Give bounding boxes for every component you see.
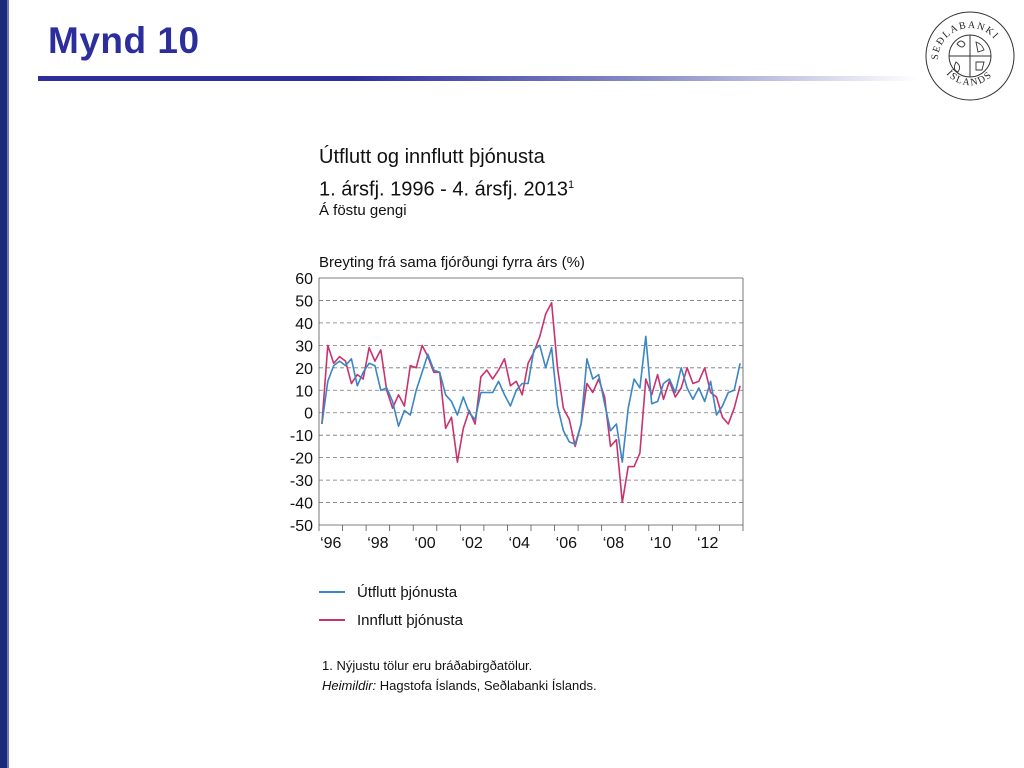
x-tick-label: ‘00 (414, 535, 435, 552)
y-tick-label: -20 (290, 451, 313, 468)
y-tick-label: 10 (295, 383, 313, 400)
chart-period: 1. ársfj. 1996 - 4. ársfj. 2013 (319, 178, 569, 201)
x-tick-label: ‘06 (556, 535, 577, 552)
legend-item-imports: Innflutt þjónusta (319, 606, 463, 634)
y-tick-label: 30 (295, 338, 313, 355)
source-text: Hagstofa Íslands, Seðlabanki Íslands. (376, 678, 597, 693)
legend-label-imports: Innflutt þjónusta (357, 611, 463, 629)
title-underline (38, 76, 918, 81)
legend-swatch-imports (319, 619, 345, 621)
y-tick-label: -40 (290, 496, 313, 513)
slide-title: Mynd 10 (48, 20, 200, 61)
x-tick-label: ‘04 (509, 535, 530, 552)
chart-title: Útflutt og innflutt þjónusta 1. ársfj. 1… (319, 143, 574, 204)
x-tick-label: ‘10 (650, 535, 671, 552)
x-tick-label: ‘02 (461, 535, 482, 552)
footnote: 1. Nýjustu tölur eru bráðabirgðatölur. H… (322, 656, 597, 696)
left-edge-stripe (0, 0, 7, 768)
legend-item-exports: Útflutt þjónusta (319, 578, 463, 606)
chart-title-footnote-mark: 1 (568, 179, 575, 191)
footnote-note: 1. Nýjustu tölur eru bráðabirgðatölur. (322, 658, 533, 673)
y-tick-label: -30 (290, 473, 313, 490)
chart-title-line1: Útflutt og innflutt þjónusta (319, 146, 545, 168)
left-edge-stripe-inner (7, 0, 9, 768)
y-tick-label: -50 (290, 518, 313, 535)
x-tick-label: ‘12 (697, 535, 718, 552)
y-tick-label: 0 (304, 406, 313, 423)
x-tick-label: ‘96 (320, 535, 341, 552)
sedlabanki-logo: SEÐLABANKI ÍSLANDS (925, 11, 1015, 101)
y-tick-label: 40 (295, 316, 313, 333)
chart-subtitle: Á föstu gengi (319, 202, 407, 219)
series-line-exports (321, 335, 741, 463)
legend-label-exports: Útflutt þjónusta (357, 583, 458, 601)
legend-swatch-exports (319, 591, 345, 593)
x-tick-label: ‘98 (367, 535, 388, 552)
chart-legend: Útflutt þjónusta Innflutt þjónusta (319, 578, 463, 634)
footnote-source: Heimildir: Hagstofa Íslands, Seðlabanki … (322, 676, 597, 696)
chart-title-line2: 1. ársfj. 1996 - 4. ársfj. 20131 (319, 171, 574, 204)
y-axis-title: Breyting frá sama fjórðungi fyrra árs (%… (319, 254, 585, 271)
x-tick-label: ‘08 (603, 535, 624, 552)
y-tick-label: 60 (295, 271, 313, 288)
y-tick-label: 50 (295, 293, 313, 310)
y-tick-label: -10 (290, 428, 313, 445)
y-tick-label: 20 (295, 361, 313, 378)
series-line-imports (321, 301, 741, 504)
source-label: Heimildir: (322, 678, 377, 693)
